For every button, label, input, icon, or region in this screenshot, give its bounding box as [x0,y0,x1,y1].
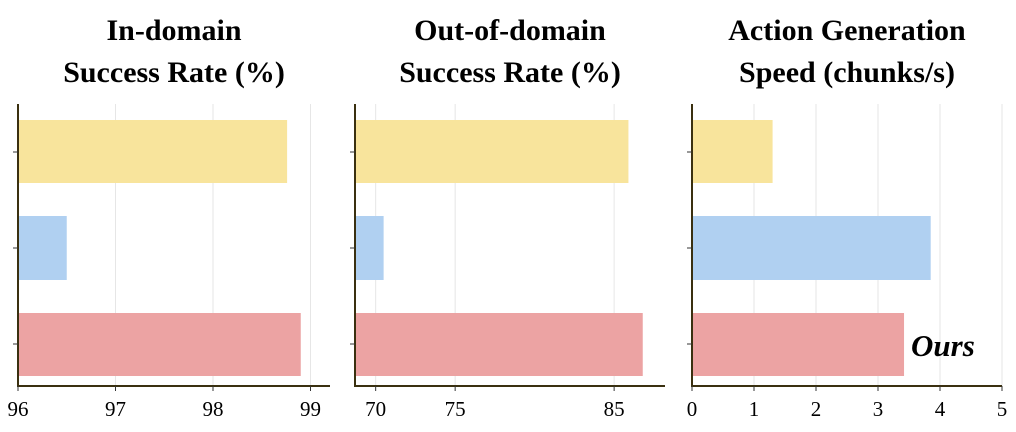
bar [18,313,301,376]
bar-label-ours: Ours [911,328,975,363]
chart-title-line1: Action Generation [728,14,966,47]
x-tick-label: 85 [604,397,625,421]
chart-title-speed: Action Generation Speed (chunks/s) [692,10,1002,94]
chart-title-out-of-domain: Out-of-domain Success Rate (%) [355,10,665,94]
x-tick-label: 96 [8,397,29,421]
x-tick-label: 75 [445,397,466,421]
x-tick-label: 98 [203,397,224,421]
chart-title-line1: Out-of-domain [414,14,606,47]
bar [18,216,67,280]
x-tick-label: 97 [105,397,126,421]
x-tick-label: 0 [687,397,698,421]
bar [692,313,905,376]
x-tick-label: 2 [811,397,822,421]
chart-title-line2: Success Rate (%) [399,56,621,89]
x-tick-label: 3 [873,397,884,421]
bar [18,120,288,183]
x-tick-label: 1 [749,397,760,421]
bar [692,120,773,183]
x-tick-label: 99 [300,397,321,421]
chart-title-in-domain: In-domain Success Rate (%) [18,10,330,94]
x-tick-label: 4 [935,397,946,421]
bar [355,120,629,183]
x-tick-label: 5 [997,397,1008,421]
chart-title-line1: In-domain [106,14,242,47]
chart-title-line2: Success Rate (%) [63,56,285,89]
bar [355,216,384,280]
x-tick-label: 70 [365,397,386,421]
bar [692,216,931,280]
bar [355,313,643,376]
chart-title-line2: Speed (chunks/s) [739,56,955,89]
